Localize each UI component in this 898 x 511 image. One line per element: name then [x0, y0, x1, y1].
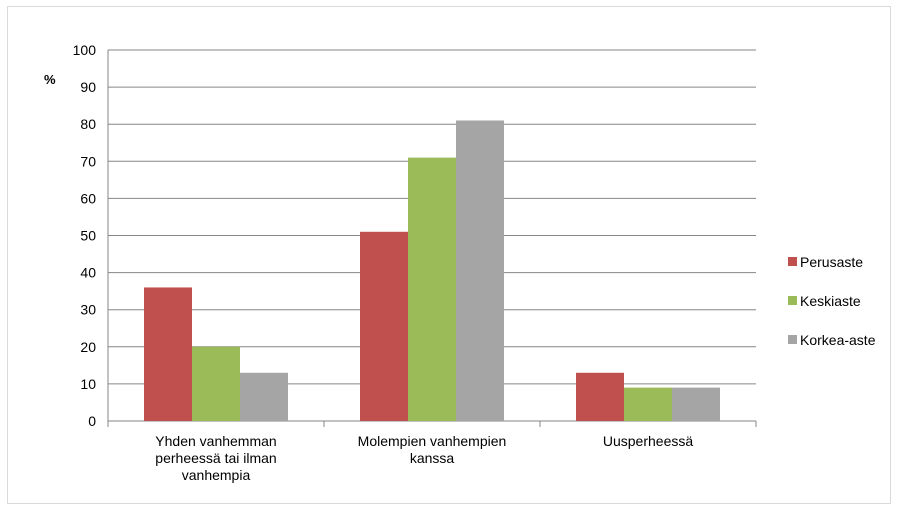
legend-swatch-keskiaste [788, 296, 797, 305]
legend-swatch-korkea-aste [788, 335, 797, 344]
legend-label-korkea-aste: Korkea-aste [800, 332, 876, 348]
y-tick-label-60: 60 [80, 190, 96, 206]
y-tick-label-0: 0 [88, 413, 96, 429]
legend-label-keskiaste: Keskiaste [800, 293, 861, 309]
y-tick-label-70: 70 [80, 153, 96, 169]
bar-perusaste-1 [360, 231, 408, 421]
x-category-label-1: Molempien vanhempien kanssa [358, 433, 507, 466]
y-tick-label-100: 100 [73, 42, 97, 58]
bar-korkea-aste-0 [240, 372, 288, 421]
bar-korkea-aste-2 [672, 387, 720, 421]
bar-perusaste-2 [576, 372, 624, 421]
legend-label-perusaste: Perusaste [800, 254, 863, 270]
y-tick-label-20: 20 [80, 339, 96, 355]
bar-keskiaste-0 [192, 346, 240, 421]
x-category-label-0: Yhden vanhemman perheessä tai ilman vanhem… [155, 433, 276, 483]
y-tick-label-10: 10 [80, 376, 96, 392]
bar-korkea-aste-1 [456, 120, 504, 422]
y-tick-label-50: 50 [80, 228, 96, 244]
x-category-label-2: Uusperheessä [603, 433, 693, 449]
legend-swatch-perusaste [788, 257, 797, 266]
y-tick-label-90: 90 [80, 79, 96, 95]
y-axis-label: % [44, 72, 56, 87]
bar-keskiaste-1 [408, 157, 456, 421]
bar-perusaste-0 [144, 287, 192, 421]
y-tick-label-30: 30 [80, 302, 96, 318]
y-tick-label-80: 80 [80, 116, 96, 132]
y-tick-label-40: 40 [80, 265, 96, 281]
bar-keskiaste-2 [624, 387, 672, 421]
